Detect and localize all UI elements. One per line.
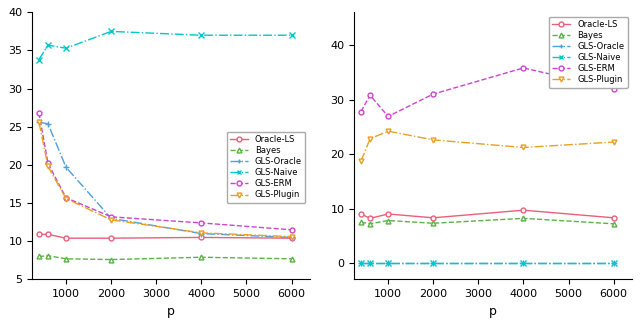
X-axis label: p: p [167,305,175,318]
Legend: Oracle-LS, Bayes, GLS-Oracle, GLS-Naive, GLS-ERM, GLS-Plugin: Oracle-LS, Bayes, GLS-Oracle, GLS-Naive,… [227,132,305,203]
Legend: Oracle-LS, Bayes, GLS-Oracle, GLS-Naive, GLS-ERM, GLS-Plugin: Oracle-LS, Bayes, GLS-Oracle, GLS-Naive,… [548,17,627,88]
X-axis label: p: p [489,305,497,318]
